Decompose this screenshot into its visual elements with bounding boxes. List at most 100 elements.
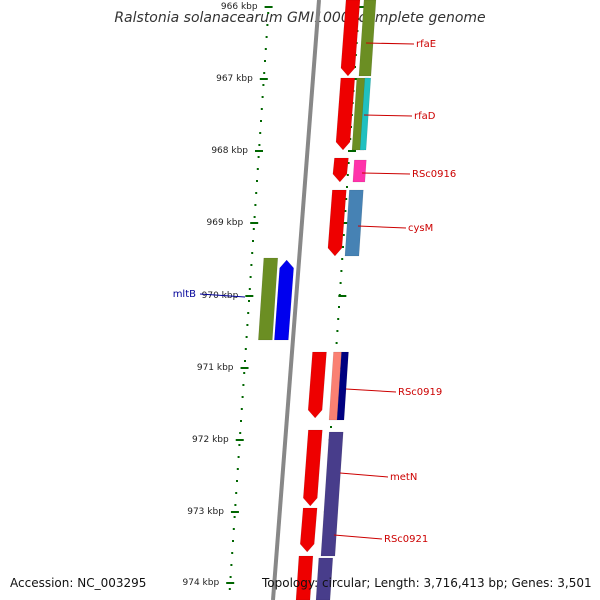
cds-forward-feature[interactable]: [335, 77, 356, 151]
label-leader-line: [365, 42, 415, 45]
minor-tick: [263, 72, 266, 74]
scale-label: 969 kbp: [207, 218, 244, 228]
scale-label: 974 kbp: [183, 578, 220, 588]
minor-tick: [330, 426, 332, 428]
scale-label: 972 kbp: [192, 435, 229, 445]
minor-tick: [256, 180, 258, 182]
minor-tick: [264, 48, 267, 50]
minor-tick: [346, 174, 349, 176]
major-tick: [245, 295, 254, 297]
minor-tick: [244, 360, 246, 362]
major-tick: [338, 295, 347, 297]
label-leader-line: [333, 534, 383, 540]
minor-tick: [251, 252, 254, 254]
minor-tick: [262, 84, 265, 86]
major-tick: [357, 6, 366, 8]
minor-tick: [232, 540, 234, 542]
minor-tick: [253, 216, 256, 218]
minor-tick: [261, 96, 264, 98]
minor-tick: [259, 132, 262, 134]
scale-label: 966 kbp: [221, 2, 258, 12]
gene-label-RSc0916[interactable]: RSc0916: [412, 169, 456, 180]
cds-forward-feature[interactable]: [327, 189, 347, 257]
major-tick: [264, 6, 273, 8]
minor-tick: [258, 144, 261, 146]
major-tick: [230, 511, 239, 513]
minor-tick: [237, 456, 240, 458]
label-leader-line: [361, 172, 411, 175]
minor-tick: [240, 420, 242, 422]
minor-tick: [345, 198, 348, 200]
gene-label-mltB[interactable]: mltB: [173, 289, 196, 300]
major-tick: [240, 367, 249, 369]
minor-tick: [266, 24, 269, 26]
cds-reverse-feature[interactable]: [274, 259, 294, 341]
minor-tick: [252, 228, 255, 230]
gene-label-rfaD[interactable]: rfaD: [414, 111, 436, 122]
cog-feature[interactable]: [359, 77, 372, 151]
cds-forward-feature[interactable]: [299, 507, 318, 553]
minor-tick: [244, 348, 247, 350]
minor-tick: [342, 234, 345, 236]
cds-forward-feature[interactable]: [332, 157, 349, 183]
minor-tick: [260, 108, 263, 110]
minor-tick: [264, 60, 266, 62]
cds-forward-feature[interactable]: [307, 351, 327, 419]
scale-label: 973 kbp: [187, 507, 224, 517]
backbone: [271, 0, 321, 600]
cog-feature[interactable]: [320, 431, 344, 557]
major-tick: [259, 78, 268, 80]
cog-feature[interactable]: [352, 159, 367, 183]
minor-tick: [347, 162, 350, 164]
cds-forward-feature[interactable]: [303, 429, 323, 507]
minor-tick: [242, 384, 245, 386]
cds-forward-feature[interactable]: [340, 0, 361, 77]
cog-feature[interactable]: [336, 351, 349, 421]
minor-tick: [245, 336, 248, 338]
minor-tick: [238, 444, 241, 446]
cog-feature[interactable]: [358, 0, 377, 77]
gene-label-metN[interactable]: metN: [390, 472, 417, 483]
feature-labels: rfaE rfaD RSc0916 cysM mltB RSc0919 metN RSc092…: [173, 39, 457, 545]
label-leader-line: [363, 114, 413, 117]
minor-tick: [341, 258, 344, 260]
minor-tick: [339, 282, 342, 284]
minor-tick: [249, 276, 252, 278]
scale-label: 970 kbp: [202, 291, 239, 301]
minor-tick: [231, 552, 234, 554]
minor-tick: [236, 480, 238, 482]
gene-label-rfaE[interactable]: rfaE: [416, 39, 436, 50]
backbone-line: [271, 0, 321, 600]
features-track: [258, 0, 377, 600]
minor-tick: [248, 300, 250, 302]
cds-forward-feature[interactable]: [295, 555, 314, 600]
minor-tick: [344, 210, 347, 212]
minor-tick: [243, 372, 246, 374]
scale-label: 967 kbp: [216, 74, 253, 84]
minor-tick: [335, 342, 338, 344]
gene-label-cysM[interactable]: cysM: [408, 223, 433, 234]
minor-tick: [337, 318, 340, 320]
minor-tick: [241, 396, 244, 398]
minor-tick: [256, 168, 259, 170]
minor-tick: [239, 432, 242, 434]
minor-tick: [236, 468, 239, 470]
minor-tick: [257, 156, 260, 158]
gene-label-RSc0921[interactable]: RSc0921: [384, 534, 428, 545]
gene-label-RSc0919[interactable]: RSc0919: [398, 387, 442, 398]
minor-tick: [260, 120, 262, 122]
minor-tick: [254, 204, 257, 206]
label-leader-line: [339, 472, 389, 478]
cog-feature[interactable]: [344, 189, 364, 257]
minor-tick: [252, 240, 254, 242]
minor-tick: [342, 246, 344, 248]
scale-label: 968 kbp: [211, 146, 248, 156]
cog-feature[interactable]: [258, 257, 279, 341]
minor-tick: [248, 288, 251, 290]
cog-feature[interactable]: [315, 557, 334, 600]
major-tick: [255, 150, 263, 152]
label-leader-line: [345, 388, 397, 393]
minor-tick: [229, 576, 232, 578]
label-leader-line: [357, 225, 407, 229]
